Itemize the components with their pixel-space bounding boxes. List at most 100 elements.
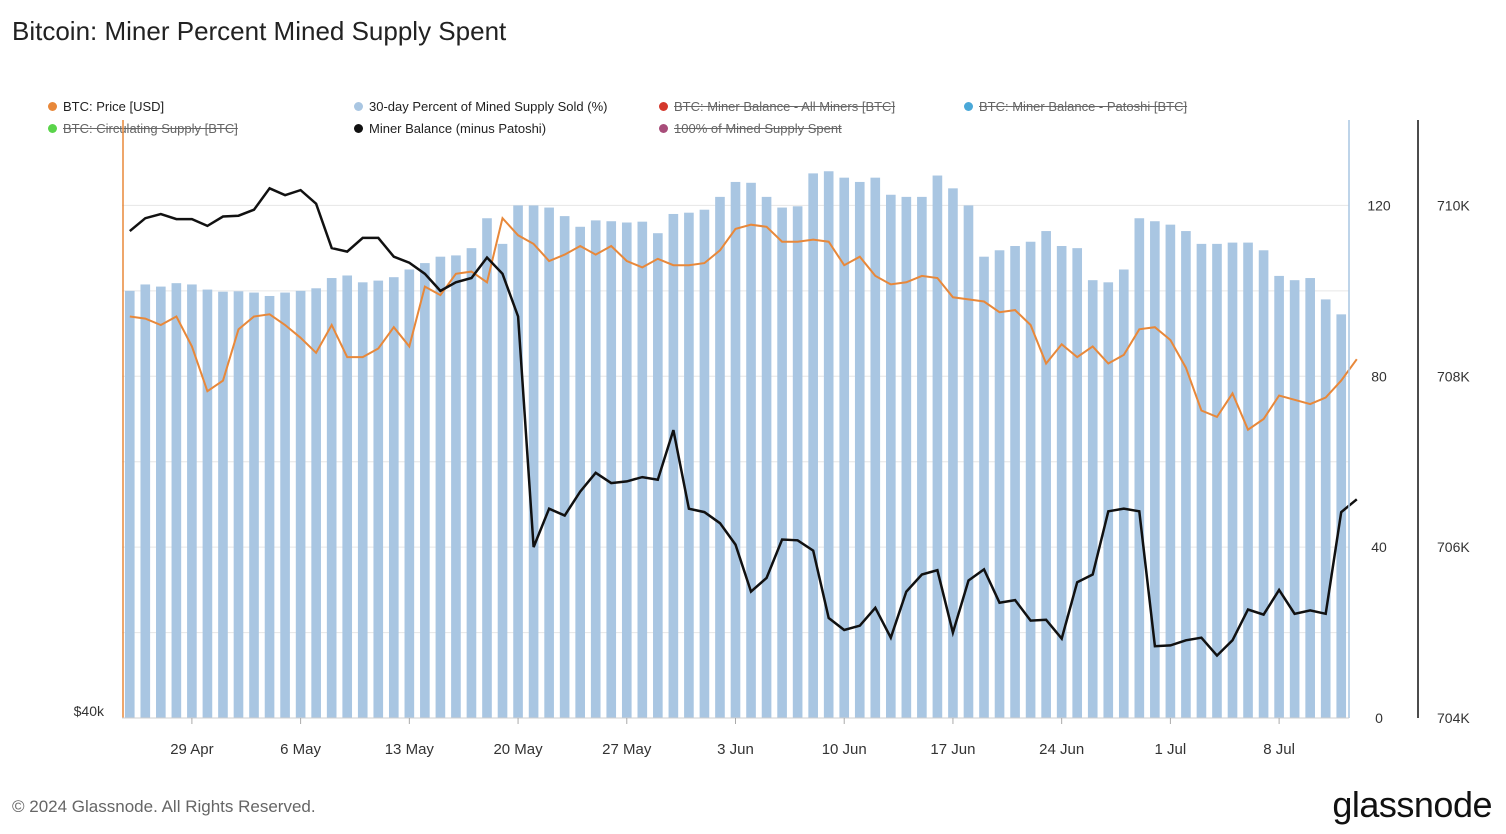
bar [1087, 280, 1098, 718]
legend-item-percent-sold[interactable]: 30-day Percent of Mined Supply Sold (%) [354, 99, 607, 114]
bar [435, 256, 446, 718]
bar [761, 196, 772, 718]
bar [839, 177, 850, 718]
bar [357, 282, 368, 718]
legend-dot-icon [659, 124, 668, 133]
bar [808, 173, 818, 719]
bar [637, 221, 648, 718]
bar [1025, 241, 1036, 718]
bar [187, 284, 197, 718]
legend-dot-icon [354, 124, 363, 133]
bar-series [124, 171, 1347, 719]
bar [1274, 275, 1284, 718]
bar [311, 288, 321, 718]
price-line [129, 216, 1358, 432]
bar [1134, 218, 1145, 718]
bar [140, 284, 151, 718]
bar [1150, 221, 1160, 719]
legend-item-circulating-supply[interactable]: BTC: Circulating Supply [BTC] [48, 121, 238, 136]
legend-label: 100% of Mined Supply Spent [674, 121, 842, 136]
bar [684, 212, 694, 718]
right-axis-tick-label: 708K [1437, 368, 1470, 384]
middle-axis-tick-label: 40 [1371, 539, 1387, 555]
legend-label: 30-day Percent of Mined Supply Sold (%) [369, 99, 608, 114]
legend-item-miner-balance-minus-patoshi[interactable]: Miner Balance (minus Patoshi) [354, 121, 546, 136]
middle-axis-tick-label: 0 [1375, 710, 1383, 726]
bar [1227, 242, 1238, 718]
left-axis-tick-label: $40k [74, 703, 105, 719]
bar [715, 196, 725, 718]
bar [218, 291, 228, 718]
legend-dot-icon [659, 102, 668, 111]
bar [544, 207, 554, 719]
bar [295, 290, 306, 718]
bar [559, 216, 570, 718]
bar [497, 243, 508, 718]
x-axis-tick-label: 1 Jul [1155, 741, 1187, 758]
bar [202, 289, 213, 718]
middle-axis-tick-label: 80 [1371, 368, 1387, 384]
bar [124, 290, 135, 718]
bar [404, 269, 415, 718]
bar [823, 171, 834, 718]
bar [1289, 280, 1300, 718]
bar [171, 283, 182, 718]
bar [451, 255, 461, 718]
bar [482, 218, 492, 718]
bar [746, 182, 756, 719]
bar [963, 205, 974, 718]
bar [606, 221, 617, 719]
legend-label: BTC: Circulating Supply [BTC] [63, 121, 238, 136]
bar [420, 263, 430, 718]
bar [932, 175, 943, 718]
bar [388, 277, 399, 718]
bar [1258, 250, 1269, 718]
legend-item-mined-supply-spent[interactable]: 100% of Mined Supply Spent [659, 121, 842, 136]
x-axis-tick-label: 8 Jul [1263, 741, 1295, 758]
bar [326, 278, 337, 718]
bar [792, 206, 803, 719]
bar [668, 213, 679, 718]
bar [249, 292, 259, 718]
x-axis-tick-label: 27 May [602, 741, 652, 758]
chart-title: Bitcoin: Miner Percent Mined Supply Spen… [12, 16, 507, 46]
chart-legend: BTC: Price [USD] 30-day Percent of Mined… [48, 96, 1308, 140]
bar [1010, 246, 1020, 718]
bar [575, 226, 585, 719]
miner-balance-line [129, 186, 1358, 658]
legend-dot-icon [48, 102, 57, 111]
right-axis-tick-label: 706K [1437, 539, 1470, 555]
bar [886, 194, 896, 718]
legend-item-price[interactable]: BTC: Price [USD] [48, 99, 164, 114]
bar [1181, 231, 1191, 719]
x-axis-tick-label: 17 Jun [930, 741, 975, 758]
bar [1212, 243, 1222, 718]
copyright-footer: © 2024 Glassnode. All Rights Reserved. [12, 797, 316, 816]
legend-label: Miner Balance (minus Patoshi) [369, 121, 547, 136]
bar [1165, 224, 1176, 718]
legend-dot-icon [964, 102, 973, 111]
bar [994, 250, 1005, 718]
bar [466, 248, 477, 718]
x-axis-tick-label: 24 Jun [1039, 741, 1084, 758]
bar [233, 291, 244, 718]
bar [156, 286, 166, 718]
right-axis-tick-label: 710K [1437, 197, 1470, 213]
bar [870, 177, 881, 718]
legend-item-miner-balance-all[interactable]: BTC: Miner Balance - All Miners [BTC] [659, 99, 895, 114]
bar [1305, 278, 1315, 718]
right-axis-tick-label: 704K [1437, 710, 1470, 726]
bar [342, 275, 353, 718]
bar [1320, 299, 1331, 718]
legend-label: BTC: Price [USD] [63, 99, 165, 114]
x-axis-tick-label: 3 Jun [717, 741, 754, 758]
bar [948, 188, 958, 719]
bar [280, 292, 290, 718]
bar [699, 209, 710, 718]
bar [1118, 269, 1129, 718]
bar [1196, 243, 1207, 718]
legend-item-miner-balance-patoshi[interactable]: BTC: Miner Balance - Patoshi [BTC] [964, 99, 1187, 114]
legend-label: BTC: Miner Balance - Patoshi [BTC] [979, 99, 1188, 114]
bar [1056, 246, 1067, 718]
